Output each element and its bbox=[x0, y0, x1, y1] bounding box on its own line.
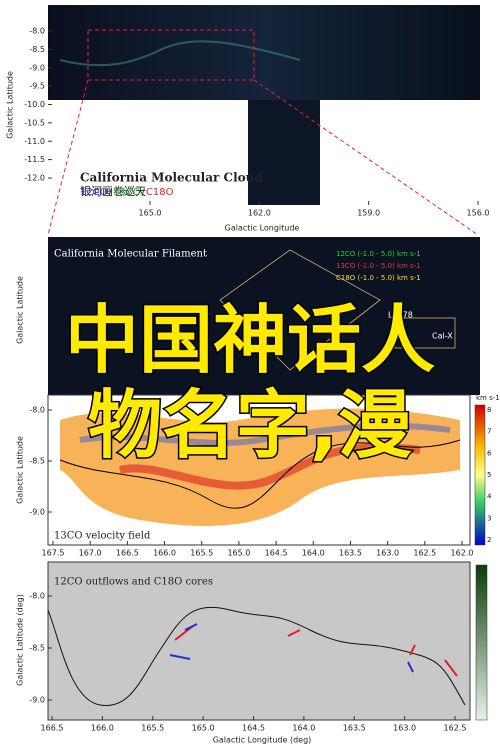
y-tick-label: -8.0 bbox=[29, 592, 45, 601]
panel-title: California Molecular Filament bbox=[54, 249, 207, 260]
y-tick-label: -9.5 bbox=[29, 82, 45, 91]
outflow bbox=[169, 623, 414, 673]
filament bbox=[59, 40, 301, 67]
colorbar-tick-label: 4 bbox=[487, 493, 492, 501]
contour bbox=[47, 606, 466, 706]
x-tick-label: 164.0 bbox=[302, 549, 325, 558]
x-tick-label: 166.0 bbox=[91, 724, 114, 733]
y-tick-label: -8.5 bbox=[29, 457, 45, 466]
legend-item: / bbox=[109, 187, 113, 198]
x-tick-label: 163.5 bbox=[339, 549, 362, 558]
y-tick-label: -8.5 bbox=[29, 644, 45, 653]
x-axis-label: Galactic Longitude bbox=[225, 224, 300, 233]
y-tick-label: -8.0 bbox=[29, 27, 45, 36]
y-tick-label: -9.0 bbox=[29, 508, 45, 517]
legend-item: C18O bbox=[146, 187, 174, 198]
zoom-line bbox=[253, 79, 479, 236]
sky-image bbox=[48, 237, 480, 395]
legend-item: / bbox=[142, 187, 146, 198]
colorbar-tick-label: 6 bbox=[487, 449, 492, 457]
panel-subtitle: 银河画卷巡天 bbox=[80, 184, 146, 198]
y-tick-label: -12.0 bbox=[24, 174, 45, 183]
x-tick-label: 165.5 bbox=[141, 724, 164, 733]
y-tick-label: -9.0 bbox=[29, 63, 45, 72]
panel-3: km s-1 13CO velocity field Galactic Lati… bbox=[16, 394, 500, 546]
legend-item: 13CO bbox=[113, 187, 141, 198]
x-tick-label: 163.5 bbox=[343, 724, 366, 733]
y-axis-label: Galactic Latitude (deg) bbox=[16, 594, 25, 686]
colorbar bbox=[474, 404, 486, 546]
colorbar bbox=[475, 564, 488, 721]
x-tick-label: 166.5 bbox=[41, 724, 64, 733]
sky-image bbox=[48, 5, 480, 100]
overlay-text: 中国神话人 bbox=[65, 298, 435, 384]
y-tick-label: -10.0 bbox=[24, 100, 45, 109]
x-tick-label: 167.0 bbox=[79, 549, 102, 558]
colorbar-unit: km s-1 bbox=[476, 394, 500, 402]
legend-item: 12CO (-1.0 - 5.0) km s-1 bbox=[336, 250, 421, 258]
colorbar-tick-label: 3 bbox=[487, 514, 491, 522]
panel-2: California Molecular Filament 12CO (-1.0… bbox=[16, 237, 480, 395]
x-tick-label: 164.0 bbox=[292, 724, 315, 733]
legend-item: 13CO (-1.0 - 5.0) km s-1 bbox=[336, 262, 421, 270]
x-tick-label: 167.5 bbox=[42, 549, 65, 558]
region-label: Cal-X bbox=[432, 332, 453, 341]
map-frame bbox=[47, 561, 471, 721]
x-tick-label: 163.0 bbox=[376, 549, 399, 558]
x-tick-label: 156.0 bbox=[467, 209, 490, 218]
x-tick-label: 164.5 bbox=[242, 724, 265, 733]
y-tick-label: -10.5 bbox=[24, 118, 45, 127]
x-tick-label: 165.0 bbox=[192, 724, 215, 733]
y-axis-label: Galactic Latitude bbox=[6, 71, 15, 139]
x-tick-label: 166.5 bbox=[116, 549, 139, 558]
y-tick-label: -8.0 bbox=[29, 406, 45, 415]
panel-1: California Molecular Cloud 银河画卷巡天 12CO/1… bbox=[6, 5, 480, 236]
panel-title: 12CO outflows and C18O cores bbox=[54, 577, 213, 588]
colorbar-tick-label: 2 bbox=[487, 536, 491, 544]
x-tick-label: 162.0 bbox=[248, 209, 271, 218]
panel-title: California Molecular Cloud bbox=[80, 171, 263, 185]
region bbox=[394, 317, 456, 349]
outflow bbox=[174, 625, 458, 677]
colorbar-tick-label: 8 bbox=[487, 406, 491, 414]
zoom-box bbox=[87, 29, 255, 81]
zoom-line bbox=[47, 79, 89, 236]
x-tick-label: 162.0 bbox=[451, 549, 474, 558]
contour bbox=[59, 439, 461, 509]
velocity-map bbox=[79, 422, 451, 446]
panel-title: 13CO velocity field bbox=[54, 531, 151, 542]
y-tick-label: -11.5 bbox=[24, 155, 45, 164]
x-tick-label: 166.0 bbox=[153, 549, 176, 558]
legend-item: 12CO bbox=[80, 187, 108, 198]
x-tick-label: 164.5 bbox=[265, 549, 288, 558]
x-tick-label: 163.0 bbox=[393, 724, 416, 733]
y-tick-label: -9.0 bbox=[29, 696, 45, 705]
y-axis-label: Galactic Latitude bbox=[16, 276, 25, 344]
x-tick-label: 162.5 bbox=[413, 549, 436, 558]
region-label: L1478 bbox=[388, 311, 413, 320]
y-axis-label: Galactic Latitude bbox=[16, 436, 25, 504]
velocity-map bbox=[119, 443, 421, 490]
region bbox=[219, 249, 381, 371]
x-axis-label: Galactic Longitude (deg) bbox=[213, 736, 312, 745]
colorbar-tick-label: 7 bbox=[487, 428, 491, 436]
panel-4: 12CO outflows and C18O cores Galactic Lo… bbox=[16, 561, 488, 745]
colorbar-tick-label: 5 bbox=[487, 471, 491, 479]
overlay-text: 物名字,漫 bbox=[88, 383, 412, 469]
x-tick-label: 165.0 bbox=[227, 549, 250, 558]
x-tick-label: 159.0 bbox=[357, 209, 380, 218]
x-tick-label: 165.0 bbox=[139, 209, 162, 218]
x-tick-label: 162.5 bbox=[444, 724, 467, 733]
x-tick-label: 165.5 bbox=[190, 549, 213, 558]
legend-item: C18O (-1.0 - 5.0) km s-1 bbox=[336, 274, 421, 282]
sky-image bbox=[248, 100, 320, 205]
y-tick-label: -11.0 bbox=[24, 137, 45, 146]
y-tick-label: -8.5 bbox=[29, 45, 45, 54]
